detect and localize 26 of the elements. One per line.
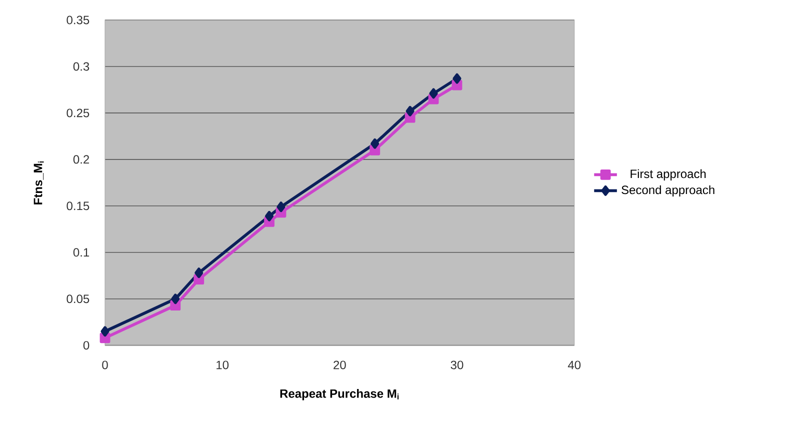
point <box>276 202 286 212</box>
x-axis-title: Reapeat Purchase M$_{i}$ <box>280 389 399 400</box>
y-tick-label: 0.3 <box>73 62 90 71</box>
point <box>429 88 438 99</box>
x-tick-label: 10 <box>216 360 229 370</box>
point <box>265 210 274 222</box>
point <box>171 294 180 304</box>
point <box>452 73 462 84</box>
point <box>100 326 110 337</box>
y-tick-label: 0.1 <box>73 248 90 257</box>
x-tick-label: 40 <box>568 360 581 370</box>
y-tick-label: 0.05 <box>66 294 90 304</box>
y-tick-label: 0.25 <box>66 108 90 118</box>
legend-label: First approach <box>630 169 706 180</box>
point <box>406 106 414 116</box>
y-axis-title: Ftns_M$_{i}$ <box>34 161 44 204</box>
x-tick-label: 30 <box>450 360 464 370</box>
y-tick-label: 0.2 <box>73 155 90 164</box>
y-tick-label: 0 <box>83 341 90 350</box>
y-tick-label: 0.15 <box>66 202 90 210</box>
point <box>194 268 204 278</box>
x-tick-label: 20 <box>334 360 346 370</box>
point <box>370 138 380 149</box>
legend-label: Second approach <box>622 185 714 197</box>
y-tick-label: 0.35 <box>66 16 90 24</box>
x-tick-label: 0 <box>102 360 108 370</box>
